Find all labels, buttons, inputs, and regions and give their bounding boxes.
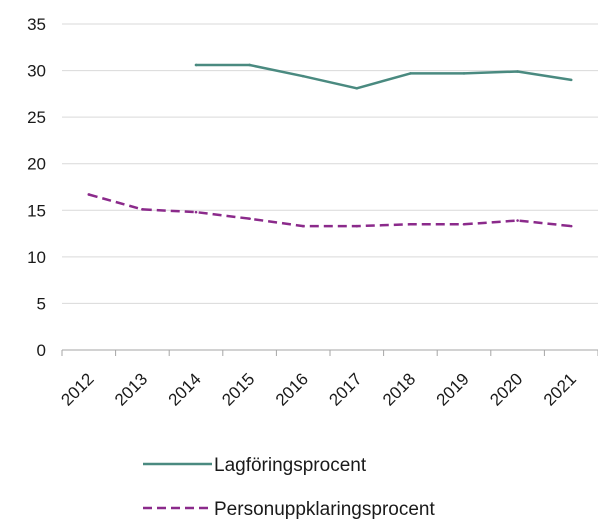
- y-axis-ticks: 0 5 10 15 20 25 30 35: [27, 15, 46, 360]
- x-tick-label: 2020: [486, 369, 526, 409]
- legend-label: Personuppklaringsprocent: [214, 499, 435, 520]
- legend-label: Lagföringsprocent: [214, 455, 367, 476]
- x-tick-label: 2012: [57, 369, 97, 409]
- x-tick-label: 2017: [325, 369, 365, 409]
- y-tick-label: 25: [27, 108, 46, 127]
- data-point: [355, 86, 359, 90]
- data-point: [355, 224, 359, 228]
- x-tick-label: 2013: [111, 369, 151, 409]
- y-tick-label: 0: [37, 341, 46, 360]
- data-point: [462, 72, 466, 75]
- x-tick-label: 2019: [433, 369, 473, 409]
- y-tick-label: 35: [27, 15, 46, 34]
- series-line-personuppklaringsprocent: [88, 193, 572, 228]
- data-point: [569, 224, 573, 228]
- data-point: [409, 222, 412, 226]
- data-point: [141, 208, 144, 211]
- gridlines: [62, 23, 598, 304]
- data-point: [87, 193, 91, 196]
- data-point: [301, 74, 305, 78]
- y-tick-label: 10: [27, 248, 46, 267]
- data-point: [569, 78, 573, 82]
- data-point: [516, 70, 519, 73]
- y-tick-label: 20: [27, 155, 46, 174]
- data-point: [248, 217, 251, 220]
- series-lines: [87, 63, 573, 228]
- series-line-lagföringsprocent: [196, 63, 572, 90]
- x-tick-label: 2014: [165, 369, 205, 409]
- data-point: [301, 224, 305, 228]
- data-point: [248, 63, 251, 67]
- x-tick-label: 2021: [540, 369, 580, 409]
- x-tick-label: 2016: [272, 369, 312, 409]
- y-tick-label: 30: [27, 62, 46, 81]
- data-point: [409, 72, 412, 75]
- data-point: [194, 63, 198, 67]
- y-tick-label: 5: [37, 294, 46, 313]
- data-point: [462, 222, 466, 226]
- x-axis: 2012 2013 2014 2015 2016 2017 2018 2019 2020 2021: [57, 349, 598, 410]
- y-tick-label: 15: [27, 201, 46, 220]
- x-tick-label: 2018: [379, 369, 419, 409]
- data-point: [194, 210, 198, 214]
- legend: Lagföringsprocent Personuppklaringsprocen…: [143, 455, 435, 520]
- x-tick-label: 2015: [218, 369, 258, 409]
- data-point: [516, 219, 519, 222]
